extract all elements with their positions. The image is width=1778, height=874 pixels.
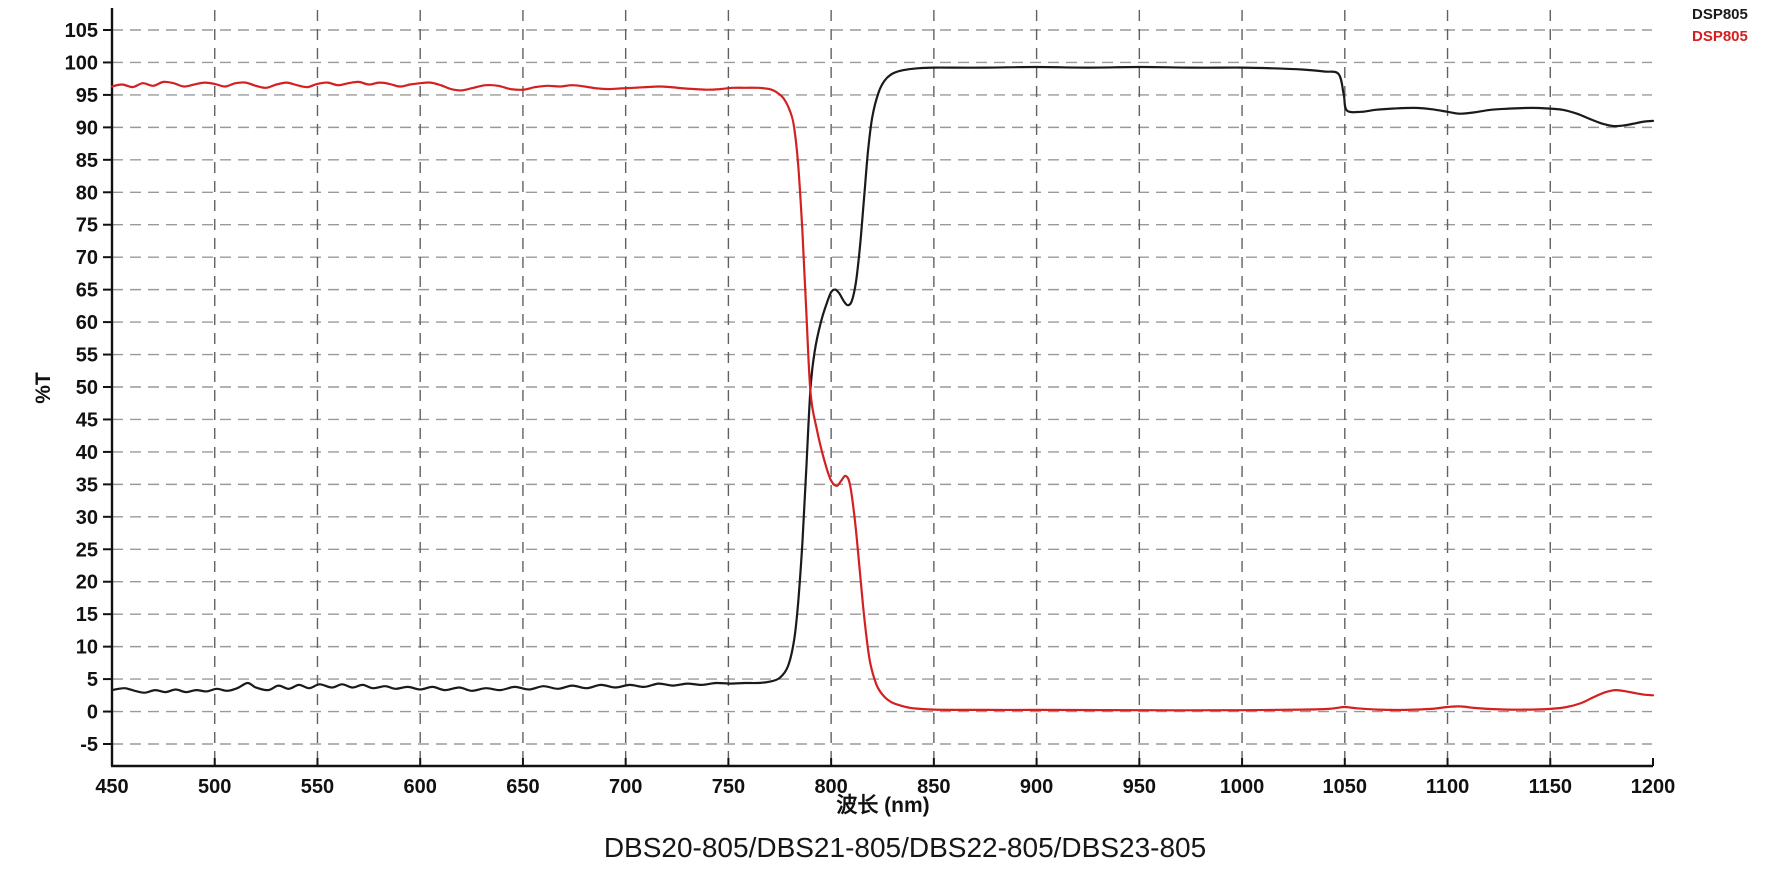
y-tick-label: 85 bbox=[76, 150, 98, 172]
x-tick-label: 600 bbox=[404, 776, 437, 798]
y-axis-title: %T bbox=[32, 372, 55, 404]
x-tick-label: 1200 bbox=[1631, 776, 1676, 798]
series-curve-0 bbox=[110, 65, 1655, 694]
axes bbox=[103, 8, 1654, 768]
y-tick-label: 0 bbox=[87, 702, 98, 724]
x-tick-label: 1150 bbox=[1529, 776, 1572, 798]
y-tick-label: 75 bbox=[76, 215, 98, 237]
y-tick-label: 60 bbox=[76, 312, 98, 334]
y-tick-label: 50 bbox=[76, 377, 98, 399]
x-tick-label: 700 bbox=[609, 776, 642, 798]
x-tick-label: 900 bbox=[1020, 776, 1053, 798]
curves bbox=[110, 65, 1655, 712]
x-axis-title: 波长 (nm) bbox=[836, 793, 929, 817]
y-tick-label: 95 bbox=[76, 85, 98, 107]
y-tick-label: 90 bbox=[76, 117, 98, 139]
y-tick-label: 100 bbox=[65, 52, 98, 74]
y-tick-label: 20 bbox=[76, 572, 98, 594]
y-tick-label: 25 bbox=[76, 539, 98, 561]
x-tick-label: 650 bbox=[506, 776, 539, 798]
x-tick-label: 800 bbox=[814, 776, 847, 798]
legend: DSP805 DSP805 bbox=[1692, 6, 1748, 45]
legend-entry-0: DSP805 bbox=[1692, 6, 1748, 23]
y-tick-label: 105 bbox=[65, 20, 98, 42]
x-tick-label: 750 bbox=[712, 776, 745, 798]
y-tick-label: 15 bbox=[76, 604, 98, 626]
y-tick-label: 70 bbox=[76, 247, 98, 269]
x-tick-label: 1050 bbox=[1323, 776, 1368, 798]
gridlines bbox=[112, 10, 1652, 766]
y-tick-label: 35 bbox=[76, 474, 98, 496]
x-tick-label: 1100 bbox=[1426, 776, 1469, 798]
x-tick-label: 950 bbox=[1123, 776, 1156, 798]
y-tick-label: -5 bbox=[80, 734, 98, 756]
series-curve-1 bbox=[110, 80, 1655, 712]
axis-tick-labels: 1051009590858075706560555045403530252015… bbox=[65, 20, 1676, 798]
y-tick-label: 45 bbox=[76, 409, 98, 431]
x-tick-label: 850 bbox=[917, 776, 950, 798]
y-tick-label: 10 bbox=[76, 637, 98, 659]
y-tick-label: 65 bbox=[76, 280, 98, 302]
legend-entry-1: DSP805 bbox=[1692, 28, 1748, 45]
y-tick-label: 5 bbox=[87, 669, 98, 691]
x-tick-label: 500 bbox=[198, 776, 231, 798]
y-tick-label: 40 bbox=[76, 442, 98, 464]
y-tick-label: 55 bbox=[76, 345, 98, 367]
x-tick-label: 450 bbox=[95, 776, 128, 798]
x-tick-label: 1000 bbox=[1220, 776, 1265, 798]
x-tick-label: 550 bbox=[301, 776, 334, 798]
chart-title: DBS20-805/DBS21-805/DBS22-805/DBS23-805 bbox=[604, 832, 1206, 863]
y-tick-label: 30 bbox=[76, 507, 98, 529]
y-tick-label: 80 bbox=[76, 182, 98, 204]
